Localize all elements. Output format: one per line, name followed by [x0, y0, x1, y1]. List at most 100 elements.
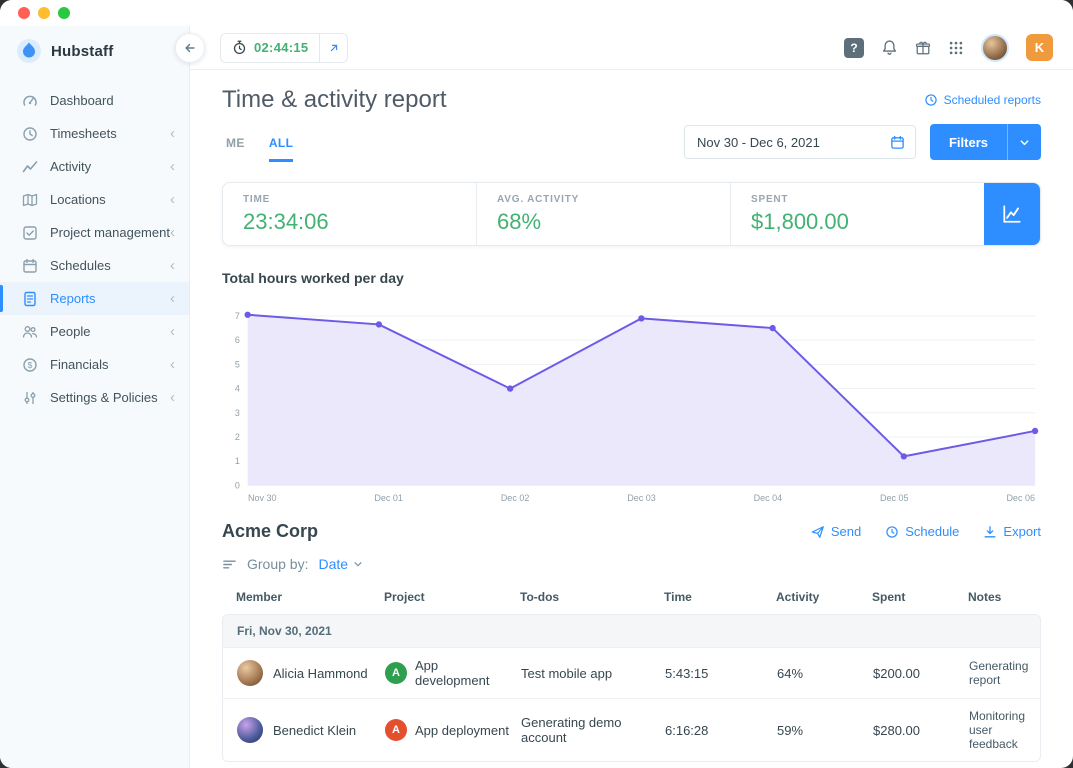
zoom-window-button[interactable]: [58, 7, 70, 19]
chevron-icon: ‹: [170, 224, 175, 241]
x-axis-tick-label: Dec 05: [880, 493, 909, 504]
activity-icon: [22, 159, 38, 175]
clock-refresh-icon: [924, 94, 937, 106]
calendar-icon: [890, 135, 905, 150]
brand: Hubstaff: [0, 26, 189, 84]
filters-dropdown-toggle[interactable]: [1007, 124, 1041, 160]
export-button[interactable]: Export: [983, 524, 1041, 539]
project-badge: A: [385, 662, 407, 685]
apps-grid-button[interactable]: [948, 40, 964, 56]
notifications-button[interactable]: [881, 39, 898, 56]
download-icon: [984, 525, 996, 538]
hours-chart: 0 1 2 3 4 5 6 7 Nov 30 Dec 01 Dec 02 Dec 03 Dec 04 D…: [222, 294, 1041, 503]
hours-chart-x-axis: Nov 30 Dec 01 Dec 02 Dec 03 Dec 04 Dec 05 Dec …: [222, 491, 1041, 503]
chevron-icon: ‹: [170, 290, 175, 307]
column-header: Notes: [968, 590, 1002, 605]
schedules-icon: [22, 258, 38, 274]
settings-sliders-icon: [22, 390, 38, 406]
sidebar-item-label: Project management: [50, 225, 170, 240]
locations-icon: [22, 192, 38, 208]
chevron-icon: ‹: [170, 257, 175, 274]
table-row[interactable]: Benedict Klein A App deployment Generati…: [223, 698, 1040, 761]
external-link-icon: [330, 44, 338, 51]
sidebar-item-locations[interactable]: Locations ‹: [0, 183, 189, 216]
send-icon: [811, 525, 824, 538]
hubstaff-logo-icon: [16, 38, 42, 64]
sidebar-item-timesheets[interactable]: Timesheets ‹: [0, 117, 189, 150]
people-icon: [22, 324, 38, 340]
filters-label: Filters: [948, 134, 988, 150]
stopwatch-icon: [232, 40, 247, 55]
sort-lines-icon: [223, 560, 236, 569]
sidebar-item-activity[interactable]: Activity ‹: [0, 150, 189, 183]
organization-avatar[interactable]: K: [1026, 34, 1053, 61]
activity-cell: 59%: [777, 722, 804, 738]
chevron-icon: ‹: [170, 323, 175, 340]
svg-text:4: 4: [235, 384, 240, 394]
topbar-actions: ? K: [844, 33, 1053, 62]
stat-value: 23:34:06: [243, 208, 329, 234]
member-avatar: [237, 660, 263, 687]
sidebar-item-financials[interactable]: $ Financials ‹: [0, 348, 189, 381]
sidebar-item-project-management[interactable]: Project management ‹: [0, 216, 189, 249]
dashboard-icon: [22, 93, 38, 109]
back-button[interactable]: [175, 32, 205, 63]
project-badge: A: [385, 719, 407, 742]
table-group: Fri, Nov 30, 2021 Alicia Hammond A App d…: [222, 614, 1041, 763]
chevron-icon: ‹: [170, 356, 175, 373]
whats-new-button[interactable]: [915, 40, 931, 56]
sidebar-item-reports[interactable]: Reports ‹: [0, 282, 189, 315]
help-button[interactable]: ?: [844, 37, 864, 58]
stat-time: TIME 23:34:06: [223, 183, 476, 245]
scheduled-reports-link[interactable]: Scheduled reports: [924, 93, 1041, 107]
minimize-window-button[interactable]: [38, 7, 50, 19]
project-management-icon: [22, 225, 38, 241]
x-axis-tick-label: Dec 03: [627, 493, 656, 504]
grid-icon: [949, 41, 963, 54]
org-section-header: Acme Corp Send Schedule Export: [222, 521, 1041, 542]
schedule-clock-icon: [886, 526, 898, 538]
send-button[interactable]: Send: [811, 524, 861, 539]
sidebar-item-label: Dashboard: [50, 93, 114, 108]
tab-me[interactable]: ME: [226, 136, 245, 150]
chevron-icon: ‹: [170, 389, 175, 406]
column-header: Spent: [872, 590, 906, 605]
chevron-icon: ‹: [170, 158, 175, 175]
timer-widget[interactable]: 02:44:15: [220, 32, 349, 63]
filters-button[interactable]: Filters: [929, 124, 1041, 160]
close-window-button[interactable]: [18, 7, 30, 19]
date-range-picker[interactable]: Nov 30 - Dec 6, 2021: [683, 125, 916, 159]
sidebar-nav: Dashboard Timesheets ‹ Activity ‹ Locati…: [0, 84, 189, 414]
stat-label: TIME: [243, 193, 271, 205]
table-row[interactable]: Alicia Hammond A App development Test mo…: [223, 648, 1040, 698]
column-header: Project: [384, 590, 425, 605]
open-timer-button[interactable]: [319, 33, 347, 62]
schedule-button[interactable]: Schedule: [885, 524, 959, 539]
timer-value: 02:44:15: [254, 40, 309, 55]
line-chart-icon: [1003, 205, 1021, 223]
user-avatar[interactable]: [981, 33, 1009, 62]
toggle-chart-button[interactable]: [984, 183, 1040, 245]
sidebar-item-dashboard[interactable]: Dashboard: [0, 84, 189, 117]
summary-stats-card: TIME 23:34:06 AVG. ACTIVITY 68% SPENT $1…: [222, 182, 1041, 246]
column-header: To-dos: [520, 590, 560, 605]
sidebar-item-label: Locations: [50, 192, 106, 207]
sidebar-item-label: Timesheets: [50, 126, 117, 141]
group-by-select[interactable]: Date: [318, 556, 363, 572]
stat-value: $1,800.00: [751, 208, 849, 234]
stat-value: 68%: [497, 208, 542, 234]
svg-text:5: 5: [235, 359, 240, 369]
page-title: Time & activity report: [222, 86, 447, 113]
sidebar-item-settings-policies[interactable]: Settings & Policies ‹: [0, 381, 189, 414]
scope-tabs: ME ALL: [222, 136, 294, 162]
sidebar-item-schedules[interactable]: Schedules ‹: [0, 249, 189, 282]
column-header: Member: [236, 590, 283, 605]
sidebar-item-people[interactable]: People ‹: [0, 315, 189, 348]
x-axis-tick-label: Dec 06: [1006, 493, 1035, 504]
todos-cell: Test mobile app: [521, 665, 613, 681]
timesheets-icon: [22, 126, 38, 142]
svg-text:3: 3: [235, 408, 240, 418]
tab-all[interactable]: ALL: [268, 136, 294, 162]
activity-cell: 64%: [777, 665, 804, 681]
